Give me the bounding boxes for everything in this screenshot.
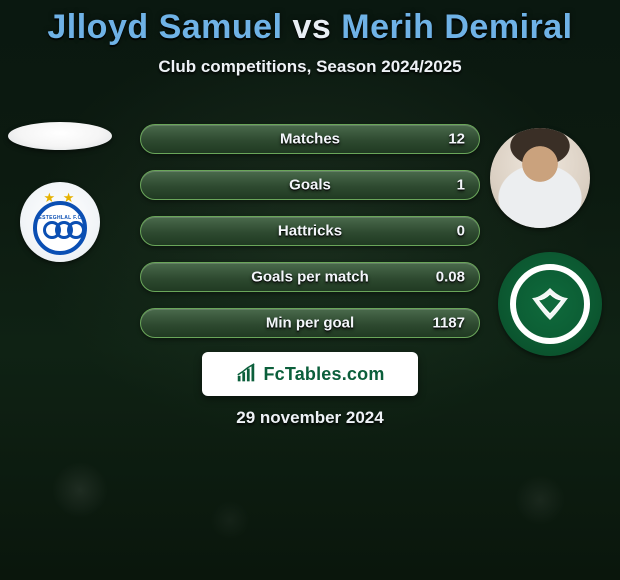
stat-row-hattricks: Hattricks 0 (140, 216, 480, 246)
stat-row-min-per-goal: Min per goal 1187 (140, 308, 480, 338)
title-vs: vs (292, 8, 331, 46)
stat-right: 12 (448, 131, 465, 148)
stat-right: 1 (457, 177, 465, 194)
infographic: Jlloyd Samuel vs Merih Demiral Club comp… (0, 0, 620, 580)
stat-label: Goals (289, 177, 331, 194)
stat-row-goals-per-match: Goals per match 0.08 (140, 262, 480, 292)
stat-right: 1187 (432, 315, 465, 332)
stat-row-goals: Goals 1 (140, 170, 480, 200)
title-player2: Merih Demiral (341, 8, 572, 46)
bar-chart-icon (235, 363, 257, 385)
subtitle: Club competitions, Season 2024/2025 (0, 57, 620, 77)
brand-bar: FcTables.com (202, 352, 418, 396)
stats-block: Matches 12 Goals 1 Hattricks 0 Goals per… (0, 112, 620, 352)
stat-row-matches: Matches 12 (140, 124, 480, 154)
stat-label: Min per goal (266, 315, 354, 332)
stat-label: Matches (280, 131, 340, 148)
stat-right: 0.08 (436, 269, 465, 286)
title-player1: Jlloyd Samuel (47, 8, 282, 46)
stat-right: 0 (457, 223, 465, 240)
page-title: Jlloyd Samuel vs Merih Demiral (0, 0, 620, 47)
brand-text: FcTables.com (263, 364, 384, 385)
stats-rows: Matches 12 Goals 1 Hattricks 0 Goals per… (140, 124, 480, 354)
stat-label: Hattricks (278, 223, 342, 240)
stat-label: Goals per match (251, 269, 369, 286)
date-text: 29 november 2024 (0, 408, 620, 428)
